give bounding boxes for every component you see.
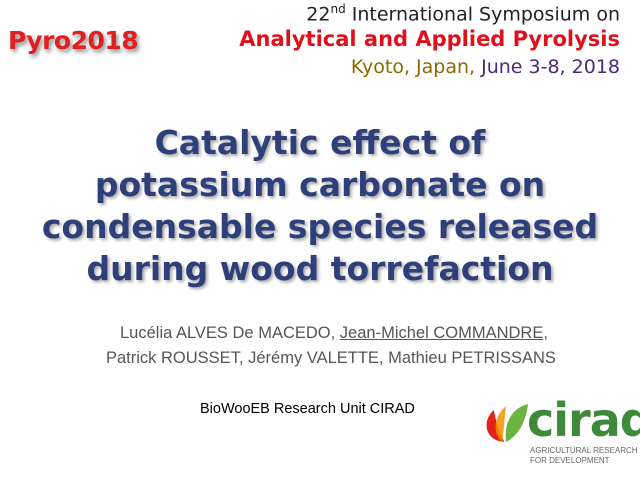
conference-venue: Kyoto, Japan, June 3-8, 2018	[351, 56, 620, 78]
presenting-author: Jean-Michel COMMANDRE	[339, 324, 544, 342]
edition-suffix: nd	[330, 2, 346, 16]
authors-line: Lucélia ALVES De MACEDO, Jean-Michel COM…	[120, 324, 548, 343]
authors-line: Patrick ROUSSET, Jérémy VALETTE, Mathieu…	[106, 349, 556, 367]
title-line: during wood torrefaction	[86, 249, 554, 288]
conference-name: Analytical and Applied Pyrolysis	[239, 27, 620, 51]
title-line: potassium carbonate on	[94, 165, 546, 204]
title-line: condensable species released	[41, 207, 599, 246]
logo-text: cirad	[527, 393, 640, 447]
affiliation: BioWooEB Research Unit CIRAD	[200, 401, 415, 417]
dates: June 3-8, 2018	[481, 56, 620, 78]
cirad-leaf	[486, 404, 528, 442]
badge: Pyro2018	[8, 26, 139, 55]
title-line: Catalytic effect of	[154, 123, 486, 162]
conference-text: International Symposium on	[351, 3, 620, 26]
edition: 22	[306, 3, 331, 26]
conference-line: 22nd International Symposium on	[306, 2, 620, 25]
author: Lucélia ALVES De MACEDO,	[120, 324, 336, 342]
location: Kyoto, Japan,	[350, 56, 476, 78]
punctuation: ,	[543, 324, 548, 342]
tagline-line: FOR DEVELOPMENT	[530, 456, 610, 465]
logo-tagline: AGRICULTURAL RESEARCH FOR DEVELOPMENT	[530, 446, 638, 466]
title: Catalytic effect of potassium carbonate …	[0, 122, 640, 290]
tagline-line: AGRICULTURAL RESEARCH	[530, 446, 638, 455]
